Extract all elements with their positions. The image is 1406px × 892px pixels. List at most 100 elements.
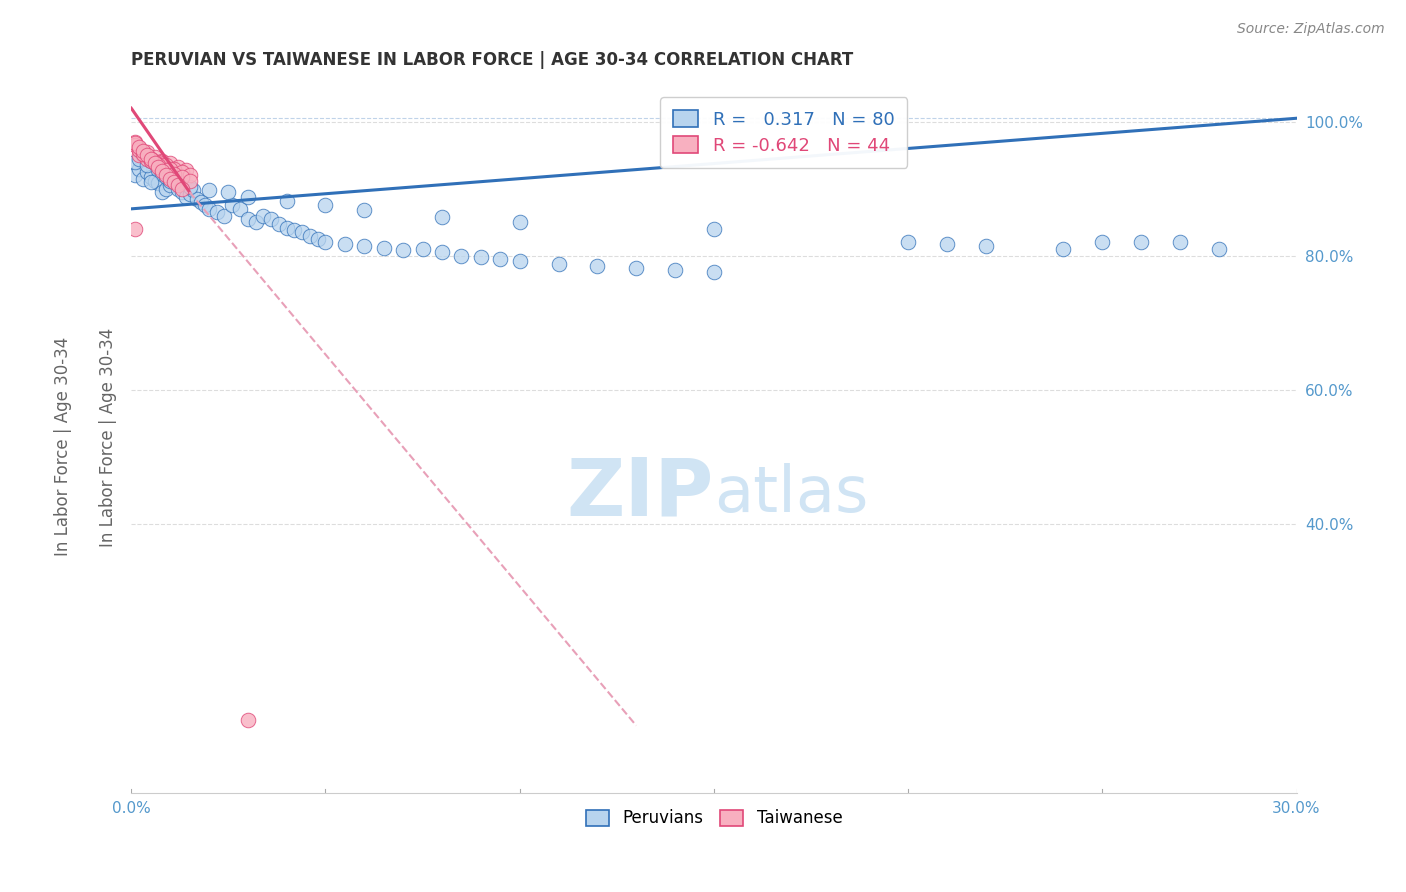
Point [135,158,157,172]
Text: Source: ZipAtlas.com: Source: ZipAtlas.com [1237,22,1385,37]
Legend: Peruvians, Taiwanese: Peruvians, Taiwanese [579,803,849,834]
Point [260,211,283,226]
Point [276,220,298,235]
Point [392,244,415,258]
Point [179,169,201,183]
Point [1130,235,1153,250]
Point [664,263,686,277]
Point [276,194,298,208]
Point [198,202,221,216]
Point [163,161,186,176]
Point [236,713,259,727]
Point [373,241,395,255]
Point [159,174,181,188]
Point [155,169,177,183]
Point [124,154,146,169]
Point [1168,235,1191,250]
Point [179,187,201,202]
Point [236,211,259,226]
Y-axis label: In Labor Force | Age 30-34: In Labor Force | Age 30-34 [100,327,117,547]
Point [167,178,190,193]
Point [298,228,321,243]
Point [143,149,166,163]
Point [163,167,186,181]
Point [163,175,186,189]
Point [183,183,205,197]
Point [135,165,157,179]
Point [194,198,217,212]
Point [132,146,155,161]
Point [128,140,150,154]
Point [179,174,201,188]
Point [170,169,193,184]
Point [139,153,162,168]
Point [143,156,166,170]
Point [143,154,166,169]
Point [159,171,181,186]
Point [148,158,170,172]
Point [291,225,314,239]
Point [139,153,162,168]
Point [148,160,170,174]
Point [1208,242,1230,256]
Point [1091,235,1114,250]
Point [703,265,725,279]
Point [143,156,166,170]
Point [167,182,190,196]
Point [974,239,997,253]
Point [1052,242,1074,256]
Point [470,250,492,264]
Point [283,223,305,237]
Point [333,236,356,251]
Point [148,154,170,169]
Point [174,190,197,204]
Point [135,152,157,166]
Point [205,205,228,219]
Point [252,209,274,223]
Text: PERUVIAN VS TAIWANESE IN LABOR FORCE | AGE 30-34 CORRELATION CHART: PERUVIAN VS TAIWANESE IN LABOR FORCE | A… [131,51,853,69]
Point [703,222,725,236]
Text: atlas: atlas [714,463,869,524]
Point [155,182,177,196]
Point [170,165,193,179]
Point [124,138,146,153]
Point [159,161,181,176]
Point [450,249,472,263]
Text: ZIP: ZIP [567,455,714,533]
Point [412,242,434,256]
Point [148,177,170,191]
Point [353,203,375,218]
Point [167,160,190,174]
Point [186,192,208,206]
Point [132,148,155,162]
Point [124,136,146,150]
Point [217,185,239,199]
Point [307,232,329,246]
Point [135,148,157,162]
Point [214,209,236,223]
Point [586,259,609,273]
Point [509,215,531,229]
Point [314,235,336,250]
Point [150,164,173,178]
Point [229,202,252,216]
Point [190,195,212,210]
Point [163,175,186,189]
Point [170,182,193,196]
Point [430,245,453,260]
Point [128,161,150,176]
Point [245,215,267,229]
Point [353,239,375,253]
Point [135,145,157,159]
Text: In Labor Force | Age 30-34: In Labor Force | Age 30-34 [55,336,72,556]
Point [155,169,177,184]
Point [150,167,173,181]
Point [139,152,162,166]
Point [132,144,155,158]
Point [124,169,146,183]
Point [155,162,177,177]
Point [150,153,173,168]
Point [128,143,150,157]
Point [159,178,181,193]
Point [139,152,162,166]
